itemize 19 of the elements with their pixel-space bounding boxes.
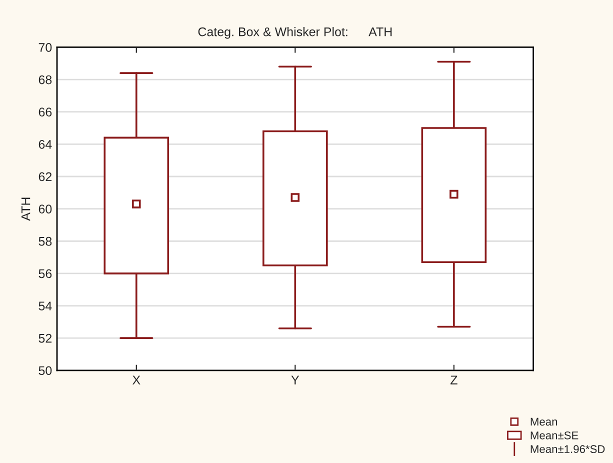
x-tick-label: Y	[291, 376, 300, 384]
y-tick-label: 60	[38, 204, 52, 214]
y-tick-label: 58	[38, 236, 52, 246]
text: Mean	[530, 418, 558, 426]
x-tick-label: X	[132, 376, 140, 384]
chart-title: Categ. Box & Whisker Plot: ATH	[198, 27, 392, 39]
text: Mean±SE	[530, 431, 578, 440]
text: Mean±1.96*SD	[530, 445, 605, 454]
y-axis-title: ATH	[21, 198, 30, 221]
y-tick-label: 64	[38, 140, 52, 149]
y-tick-label: 70	[38, 43, 52, 52]
x-tick-label: Z	[450, 376, 458, 384]
y-tick-label: 62	[38, 172, 52, 182]
y-tick-label: 54	[38, 302, 52, 310]
y-tick-label: 52	[38, 334, 52, 343]
y-tick-label: 50	[38, 366, 52, 376]
y-tick-label: 68	[38, 75, 52, 84]
y-tick-label: 56	[38, 269, 52, 278]
y-tick-label: 66	[38, 108, 52, 117]
